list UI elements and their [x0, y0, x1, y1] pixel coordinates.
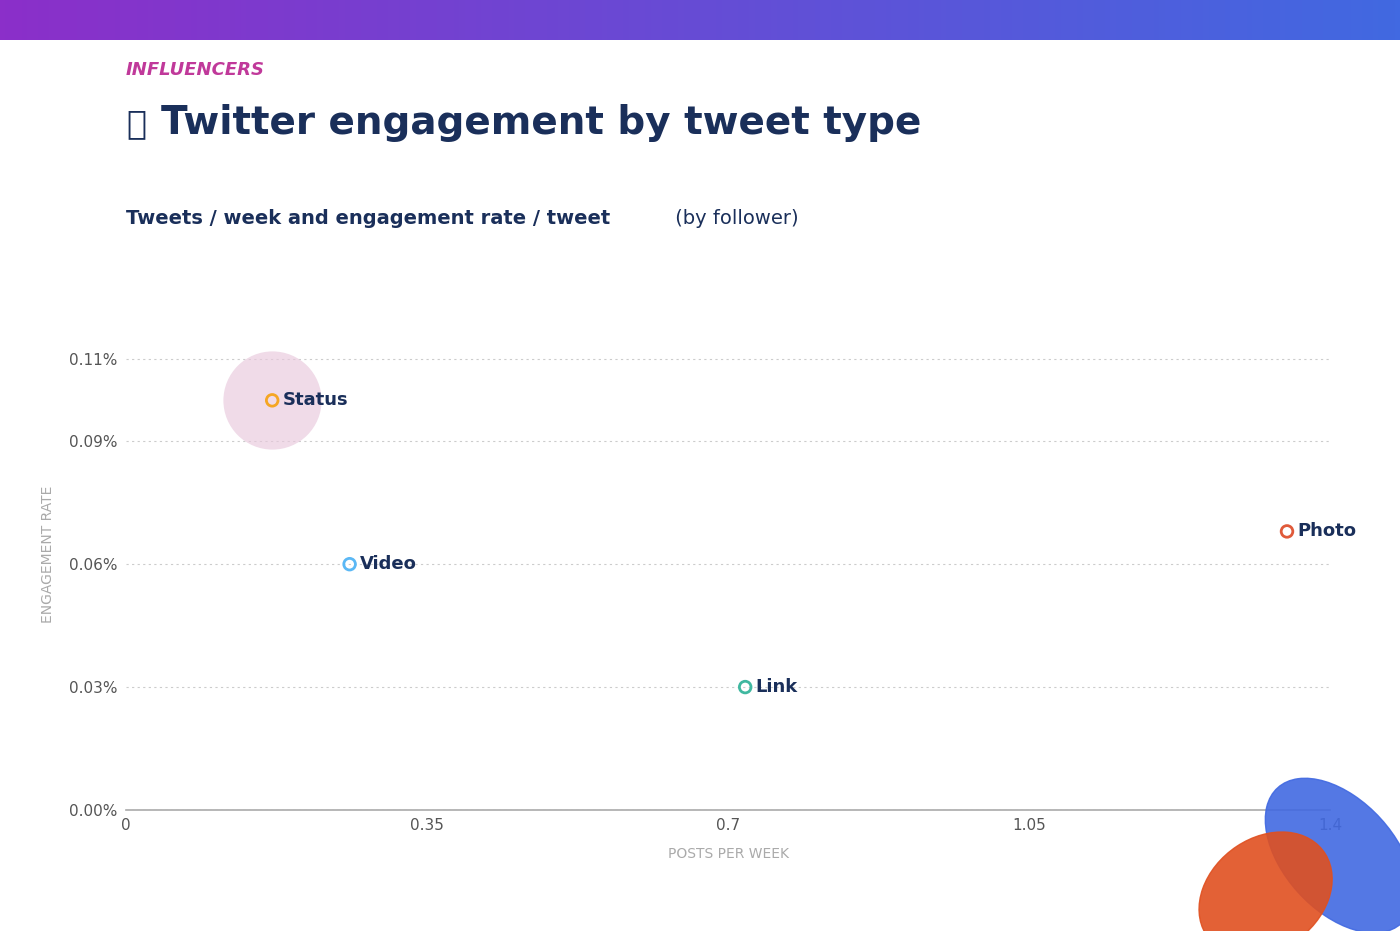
Point	[339, 557, 361, 572]
Text: IQ: IQ	[1222, 876, 1252, 900]
Point	[734, 680, 756, 695]
Text: 🐦: 🐦	[126, 107, 146, 140]
Point	[1275, 524, 1298, 539]
Text: (by follower): (by follower)	[669, 209, 799, 228]
Point	[260, 393, 283, 408]
Text: INFLUENCERS: INFLUENCERS	[126, 61, 265, 78]
Text: Photo: Photo	[1298, 522, 1357, 540]
X-axis label: POSTS PER WEEK: POSTS PER WEEK	[668, 847, 788, 861]
Ellipse shape	[1198, 832, 1333, 931]
Text: Twitter engagement by tweet type: Twitter engagement by tweet type	[161, 104, 921, 142]
Ellipse shape	[1266, 778, 1400, 931]
Text: Video: Video	[360, 555, 417, 573]
Text: Rival: Rival	[1215, 852, 1259, 870]
Y-axis label: ENGAGEMENT RATE: ENGAGEMENT RATE	[41, 485, 55, 623]
Text: Status: Status	[283, 391, 349, 410]
Point	[260, 393, 283, 408]
Text: Tweets / week and engagement rate / tweet: Tweets / week and engagement rate / twee…	[126, 209, 610, 228]
Text: Link: Link	[756, 678, 798, 696]
